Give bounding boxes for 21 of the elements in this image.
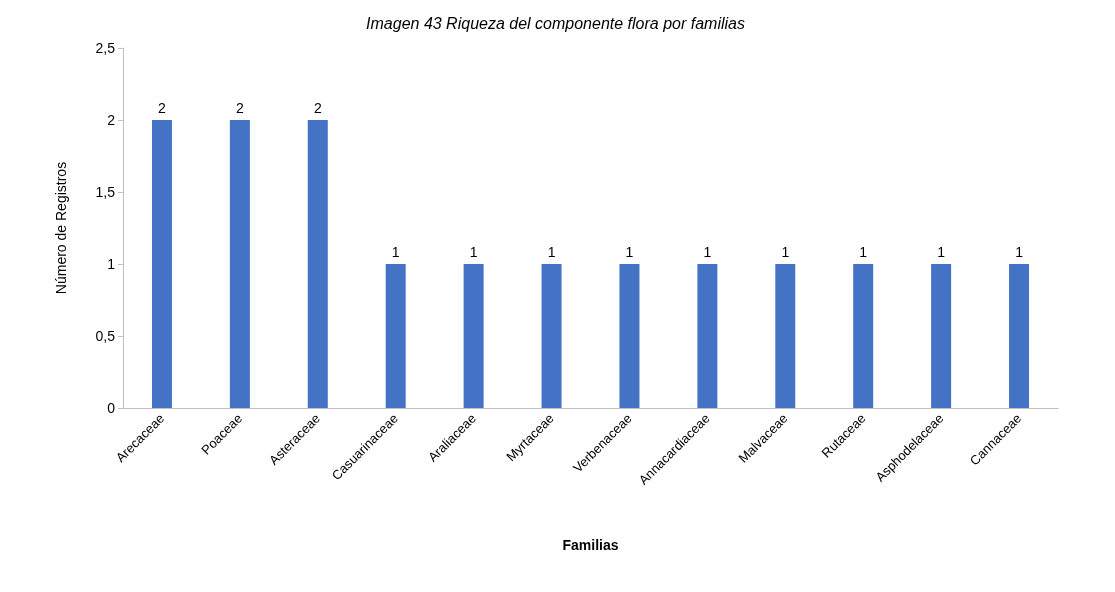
data-label: 1 bbox=[703, 244, 712, 260]
data-label: 1 bbox=[859, 244, 868, 260]
data-label: 1 bbox=[781, 244, 790, 260]
x-axis-title: Familias bbox=[562, 537, 619, 553]
data-label: 2 bbox=[158, 100, 167, 116]
y-axis-title: Número de Registros bbox=[53, 161, 69, 295]
y-tick-label: 1,5 bbox=[95, 184, 116, 200]
y-tick-label: 1 bbox=[107, 256, 116, 272]
data-label: 1 bbox=[469, 244, 478, 260]
y-tick-label: 2,5 bbox=[95, 40, 116, 56]
data-label: 1 bbox=[1015, 244, 1024, 260]
data-label: 2 bbox=[313, 100, 322, 116]
data-label: 1 bbox=[937, 244, 946, 260]
data-label: 1 bbox=[391, 244, 400, 260]
y-tick-label: 0 bbox=[107, 400, 116, 416]
y-tick-label: 0,5 bbox=[95, 328, 116, 344]
data-label: 2 bbox=[235, 100, 244, 116]
y-tick-label: 2 bbox=[107, 112, 116, 128]
chart-title: Imagen 43 Riqueza del componente flora por familias bbox=[366, 14, 745, 32]
data-label: 1 bbox=[625, 244, 634, 260]
data-label: 1 bbox=[547, 244, 556, 260]
